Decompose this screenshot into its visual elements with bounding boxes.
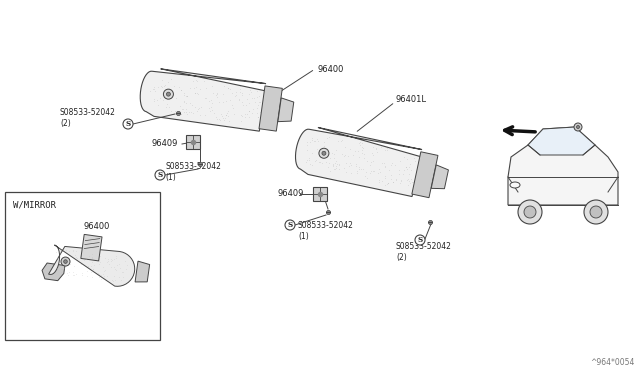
Polygon shape xyxy=(412,152,438,198)
Text: S: S xyxy=(157,171,163,179)
Text: S08533-52042
(1): S08533-52042 (1) xyxy=(298,221,354,241)
Polygon shape xyxy=(140,69,280,131)
Text: 96400: 96400 xyxy=(318,64,344,74)
Polygon shape xyxy=(431,165,449,189)
Bar xyxy=(5,192,160,340)
Text: 96400: 96400 xyxy=(83,222,109,231)
Text: S08533-52042
(1): S08533-52042 (1) xyxy=(165,162,221,182)
Circle shape xyxy=(61,257,70,266)
Text: S: S xyxy=(125,120,131,128)
Circle shape xyxy=(415,235,425,245)
Polygon shape xyxy=(259,86,282,131)
Circle shape xyxy=(524,206,536,218)
Text: 96409: 96409 xyxy=(152,140,179,148)
Polygon shape xyxy=(508,127,618,205)
Circle shape xyxy=(166,92,170,96)
Circle shape xyxy=(577,125,579,128)
Bar xyxy=(313,187,327,201)
Text: ^964*0054: ^964*0054 xyxy=(591,358,635,367)
Polygon shape xyxy=(135,261,150,282)
Polygon shape xyxy=(49,245,134,286)
Polygon shape xyxy=(278,98,294,122)
Text: S08533-52042
(2): S08533-52042 (2) xyxy=(396,242,452,262)
Circle shape xyxy=(155,170,165,180)
Circle shape xyxy=(123,119,133,129)
Polygon shape xyxy=(42,263,65,280)
Circle shape xyxy=(322,151,326,155)
Polygon shape xyxy=(528,127,595,155)
Text: 96401L: 96401L xyxy=(396,96,427,105)
Text: W/MIRROR: W/MIRROR xyxy=(13,200,56,209)
Circle shape xyxy=(590,206,602,218)
Polygon shape xyxy=(296,128,434,196)
Bar xyxy=(186,135,200,149)
Circle shape xyxy=(584,200,608,224)
Circle shape xyxy=(64,260,67,263)
Circle shape xyxy=(319,148,329,158)
Ellipse shape xyxy=(510,182,520,188)
Text: S: S xyxy=(417,236,422,244)
Polygon shape xyxy=(81,234,102,261)
Circle shape xyxy=(574,123,582,131)
Circle shape xyxy=(285,220,295,230)
Circle shape xyxy=(518,200,542,224)
Text: S08533-52042
(2): S08533-52042 (2) xyxy=(60,108,116,128)
Circle shape xyxy=(163,89,173,99)
Text: 96409: 96409 xyxy=(278,189,305,199)
Text: S: S xyxy=(287,221,292,229)
